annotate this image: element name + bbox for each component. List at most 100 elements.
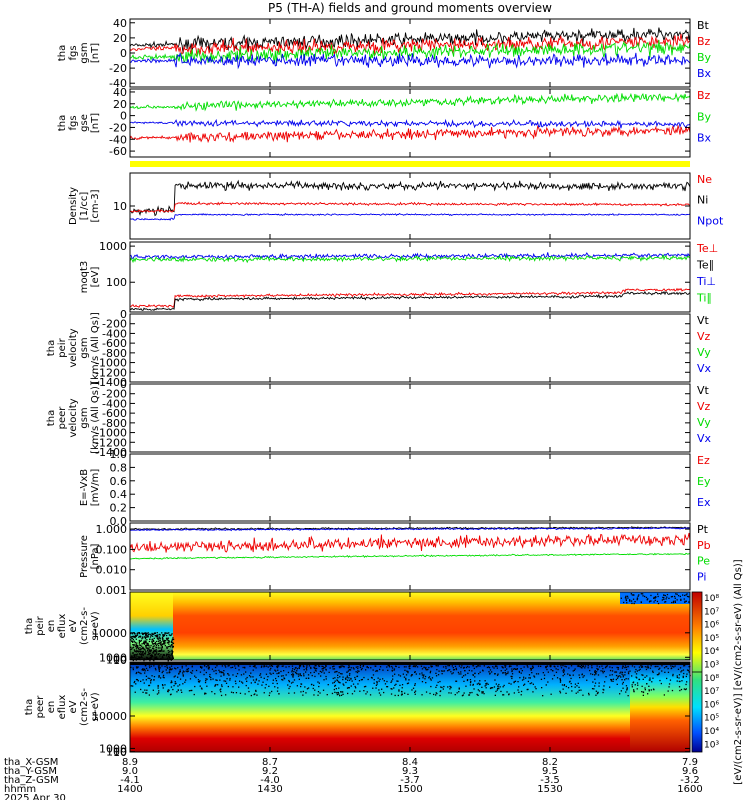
- noise-pixel: [672, 675, 674, 677]
- noise-pixel: [361, 678, 363, 681]
- series-line-Ni: [129, 179, 691, 217]
- noise-pixel: [175, 682, 177, 685]
- noise-pixel: [159, 647, 161, 649]
- noise-pixel: [145, 692, 147, 694]
- noise-pixel: [510, 683, 512, 685]
- noise-pixel: [139, 644, 142, 646]
- noise-pixel: [153, 632, 156, 634]
- noise-pixel: [622, 674, 624, 676]
- noise-pixel: [159, 650, 161, 652]
- noise-pixel: [145, 644, 147, 647]
- noise-pixel: [146, 657, 148, 659]
- noise-pixel: [412, 687, 415, 689]
- noise-pixel: [640, 593, 642, 595]
- noise-pixel: [260, 666, 263, 668]
- noise-pixel: [168, 632, 170, 634]
- noise-pixel: [173, 676, 175, 678]
- noise-pixel: [429, 692, 431, 695]
- noise-pixel: [300, 691, 302, 693]
- noise-pixel: [225, 666, 227, 668]
- noise-pixel: [587, 665, 589, 667]
- noise-pixel: [348, 677, 350, 679]
- noise-pixel: [157, 650, 160, 652]
- noise-pixel: [611, 667, 613, 669]
- y-axis-label: peer: [57, 406, 68, 430]
- noise-pixel: [293, 671, 295, 673]
- noise-pixel: [151, 632, 153, 635]
- noise-pixel: [387, 669, 389, 671]
- noise-pixel: [405, 674, 408, 676]
- noise-pixel: [533, 675, 535, 677]
- noise-pixel: [596, 692, 599, 695]
- noise-pixel: [675, 593, 677, 595]
- noise-pixel: [146, 642, 148, 644]
- noise-pixel: [135, 658, 137, 661]
- noise-pixel: [313, 667, 316, 669]
- noise-pixel: [476, 693, 478, 696]
- noise-pixel: [684, 688, 687, 691]
- noise-pixel: [299, 673, 301, 675]
- noise-pixel: [583, 675, 585, 677]
- noise-pixel: [151, 652, 153, 654]
- noise-pixel: [630, 600, 633, 602]
- noise-pixel: [407, 670, 409, 673]
- noise-pixel: [614, 671, 616, 673]
- noise-pixel: [458, 687, 460, 689]
- noise-pixel: [441, 686, 443, 689]
- noise-pixel: [276, 665, 278, 667]
- noise-pixel: [166, 665, 168, 667]
- noise-pixel: [181, 665, 183, 667]
- legend-Ey: Ey: [697, 475, 711, 488]
- noise-pixel: [634, 601, 636, 603]
- noise-pixel: [646, 683, 648, 685]
- noise-pixel: [381, 688, 383, 690]
- noise-pixel: [138, 636, 140, 638]
- noise-pixel: [139, 635, 141, 638]
- noise-pixel: [263, 692, 265, 694]
- noise-pixel: [445, 665, 447, 668]
- noise-pixel: [157, 647, 160, 649]
- noise-pixel: [430, 679, 432, 681]
- noise-pixel: [275, 677, 277, 680]
- noise-pixel: [346, 687, 349, 689]
- noise-pixel: [529, 682, 531, 685]
- noise-pixel: [540, 665, 542, 667]
- noise-pixel: [624, 674, 626, 676]
- colorbar-tick-label: 10⁷: [704, 607, 719, 617]
- noise-pixel: [562, 688, 564, 690]
- noise-pixel: [204, 681, 207, 684]
- noise-pixel: [197, 679, 200, 681]
- noise-pixel: [170, 644, 172, 647]
- noise-pixel: [472, 684, 474, 686]
- axis-value: -3.2: [680, 775, 700, 786]
- noise-pixel: [137, 632, 139, 634]
- noise-pixel: [292, 674, 295, 676]
- noise-pixel: [269, 669, 271, 671]
- noise-pixel: [167, 639, 169, 641]
- noise-pixel: [315, 665, 317, 667]
- noise-pixel: [185, 670, 187, 672]
- noise-pixel: [130, 646, 132, 648]
- noise-pixel: [143, 632, 146, 634]
- noise-pixel: [268, 694, 270, 697]
- noise-pixel: [347, 670, 349, 672]
- legend-Pi: Pi: [697, 570, 706, 583]
- noise-pixel: [170, 686, 173, 688]
- axis-row-label: 2025 Apr 30: [4, 793, 66, 800]
- noise-pixel: [473, 688, 475, 690]
- noise-pixel: [461, 695, 464, 697]
- noise-pixel: [250, 676, 252, 678]
- noise-pixel: [574, 668, 576, 670]
- y-tick-label: -40: [109, 77, 127, 90]
- noise-pixel: [479, 683, 481, 685]
- noise-pixel: [666, 593, 669, 596]
- noise-pixel: [674, 601, 676, 603]
- noise-pixel: [306, 666, 308, 668]
- noise-pixel: [317, 681, 319, 683]
- noise-pixel: [360, 679, 363, 681]
- noise-pixel: [529, 667, 532, 670]
- noise-pixel: [464, 674, 467, 676]
- noise-pixel: [153, 645, 155, 647]
- noise-pixel: [323, 679, 325, 681]
